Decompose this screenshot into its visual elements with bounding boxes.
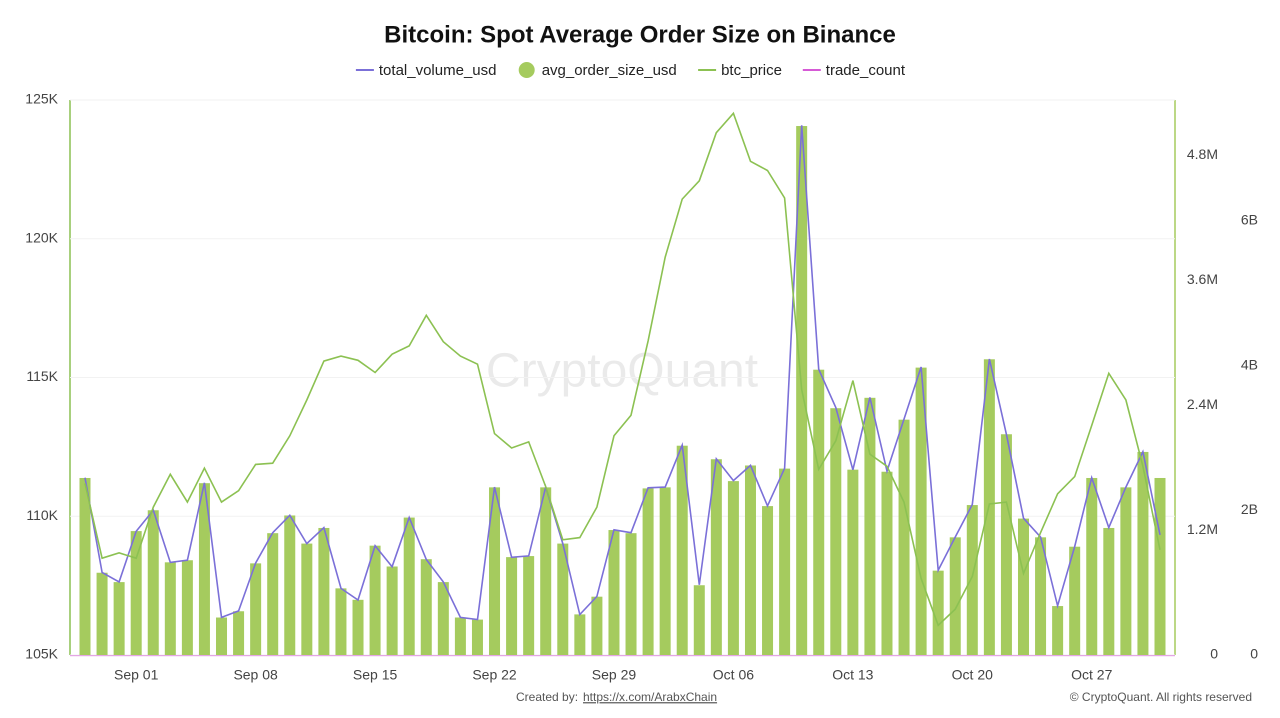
x-tick-label: Oct 27 (1071, 667, 1112, 683)
y2-tick-label: 0 (1210, 646, 1218, 662)
x-tick-label: Oct 06 (713, 667, 754, 683)
bar (489, 487, 501, 655)
y-tick-label: 105K (25, 646, 58, 662)
x-tick-label: Sep 01 (114, 667, 159, 683)
bar (233, 611, 245, 655)
bar (403, 517, 415, 655)
bar (130, 531, 142, 655)
bar (779, 468, 791, 655)
legend-label: avg_order_size_usd (542, 62, 677, 79)
y2-tick-label: 2.4M (1187, 396, 1218, 412)
bar (506, 557, 518, 655)
x-tick-label: Oct 20 (952, 667, 993, 683)
bar (471, 619, 483, 655)
created-by-link[interactable]: https://x.com/ArabxChain (583, 690, 717, 704)
bar (762, 506, 774, 655)
bar (335, 588, 347, 655)
bar (932, 570, 944, 655)
bar (454, 617, 466, 655)
bar (96, 572, 108, 655)
bar (847, 469, 859, 655)
bar (1069, 546, 1081, 655)
bar (523, 556, 535, 655)
created-by-label: Created by: (516, 690, 578, 704)
bar (1017, 518, 1029, 655)
y2-tick-label: 1.2M (1187, 521, 1218, 537)
x-tick-label: Sep 22 (472, 667, 517, 683)
watermark: CryptoQuant (486, 345, 758, 398)
bar (949, 537, 961, 655)
bar (1103, 527, 1115, 655)
bar (113, 582, 125, 655)
bar (369, 545, 381, 655)
bar (1086, 477, 1098, 655)
bar (198, 483, 210, 655)
x-tick-label: Oct 13 (832, 667, 873, 683)
bar (898, 419, 910, 655)
y-tick-label: 110K (26, 507, 58, 523)
bar (676, 445, 688, 655)
bar (79, 477, 91, 655)
legend-label: total_volume_usd (379, 62, 497, 79)
bar (625, 533, 637, 655)
bar (591, 596, 603, 655)
bar (1052, 606, 1064, 655)
bar (301, 543, 313, 655)
bar (557, 543, 569, 655)
bar (147, 510, 159, 655)
bar (813, 369, 825, 655)
y2-tick-label: 4.8M (1187, 146, 1218, 162)
bar (830, 408, 842, 655)
legend-label: trade_count (826, 62, 906, 79)
y-tick-label: 115K (26, 368, 58, 384)
bar (727, 481, 739, 655)
bar (864, 397, 876, 655)
bar (608, 530, 620, 655)
bar (437, 582, 449, 655)
y-tick-label: 120K (25, 229, 58, 245)
line-total-volume-usd (84, 125, 1161, 621)
bar (386, 566, 398, 655)
bar (642, 488, 654, 655)
chart-title: Bitcoin: Spot Average Order Size on Bina… (384, 21, 896, 48)
y3-tick-label: 2B (1241, 501, 1258, 517)
copyright: © CryptoQuant. All rights reserved (1070, 690, 1252, 704)
bar (181, 560, 193, 655)
bar (1154, 477, 1166, 655)
bar (710, 459, 722, 655)
bar (164, 562, 176, 655)
y2-tick-label: 3.6M (1187, 271, 1218, 287)
legend-label: btc_price (721, 62, 782, 79)
bar (881, 471, 893, 655)
bar (250, 563, 262, 655)
bar (915, 367, 927, 655)
bar (267, 533, 279, 655)
bar (574, 614, 586, 655)
x-tick-label: Sep 08 (233, 667, 278, 683)
bar (1137, 451, 1149, 655)
x-tick-label: Sep 29 (592, 667, 637, 683)
bar (540, 487, 552, 655)
bar (1000, 434, 1012, 655)
bar (352, 599, 364, 655)
bar (966, 505, 978, 655)
bar (1035, 537, 1047, 655)
line-btc-price (84, 111, 1161, 627)
legend-marker (518, 62, 535, 78)
bar (284, 515, 296, 655)
y3-tick-label: 4B (1241, 356, 1258, 372)
x-tick-label: Sep 15 (353, 667, 398, 683)
bar (1120, 487, 1132, 655)
y3-tick-label: 0 (1250, 646, 1258, 662)
bar (659, 487, 671, 655)
bar (693, 585, 705, 655)
y-tick-label: 125K (25, 91, 58, 107)
bar (216, 617, 228, 655)
bar (318, 527, 330, 655)
y3-tick-label: 6B (1241, 212, 1258, 228)
bar (420, 559, 432, 655)
bar (744, 465, 756, 655)
